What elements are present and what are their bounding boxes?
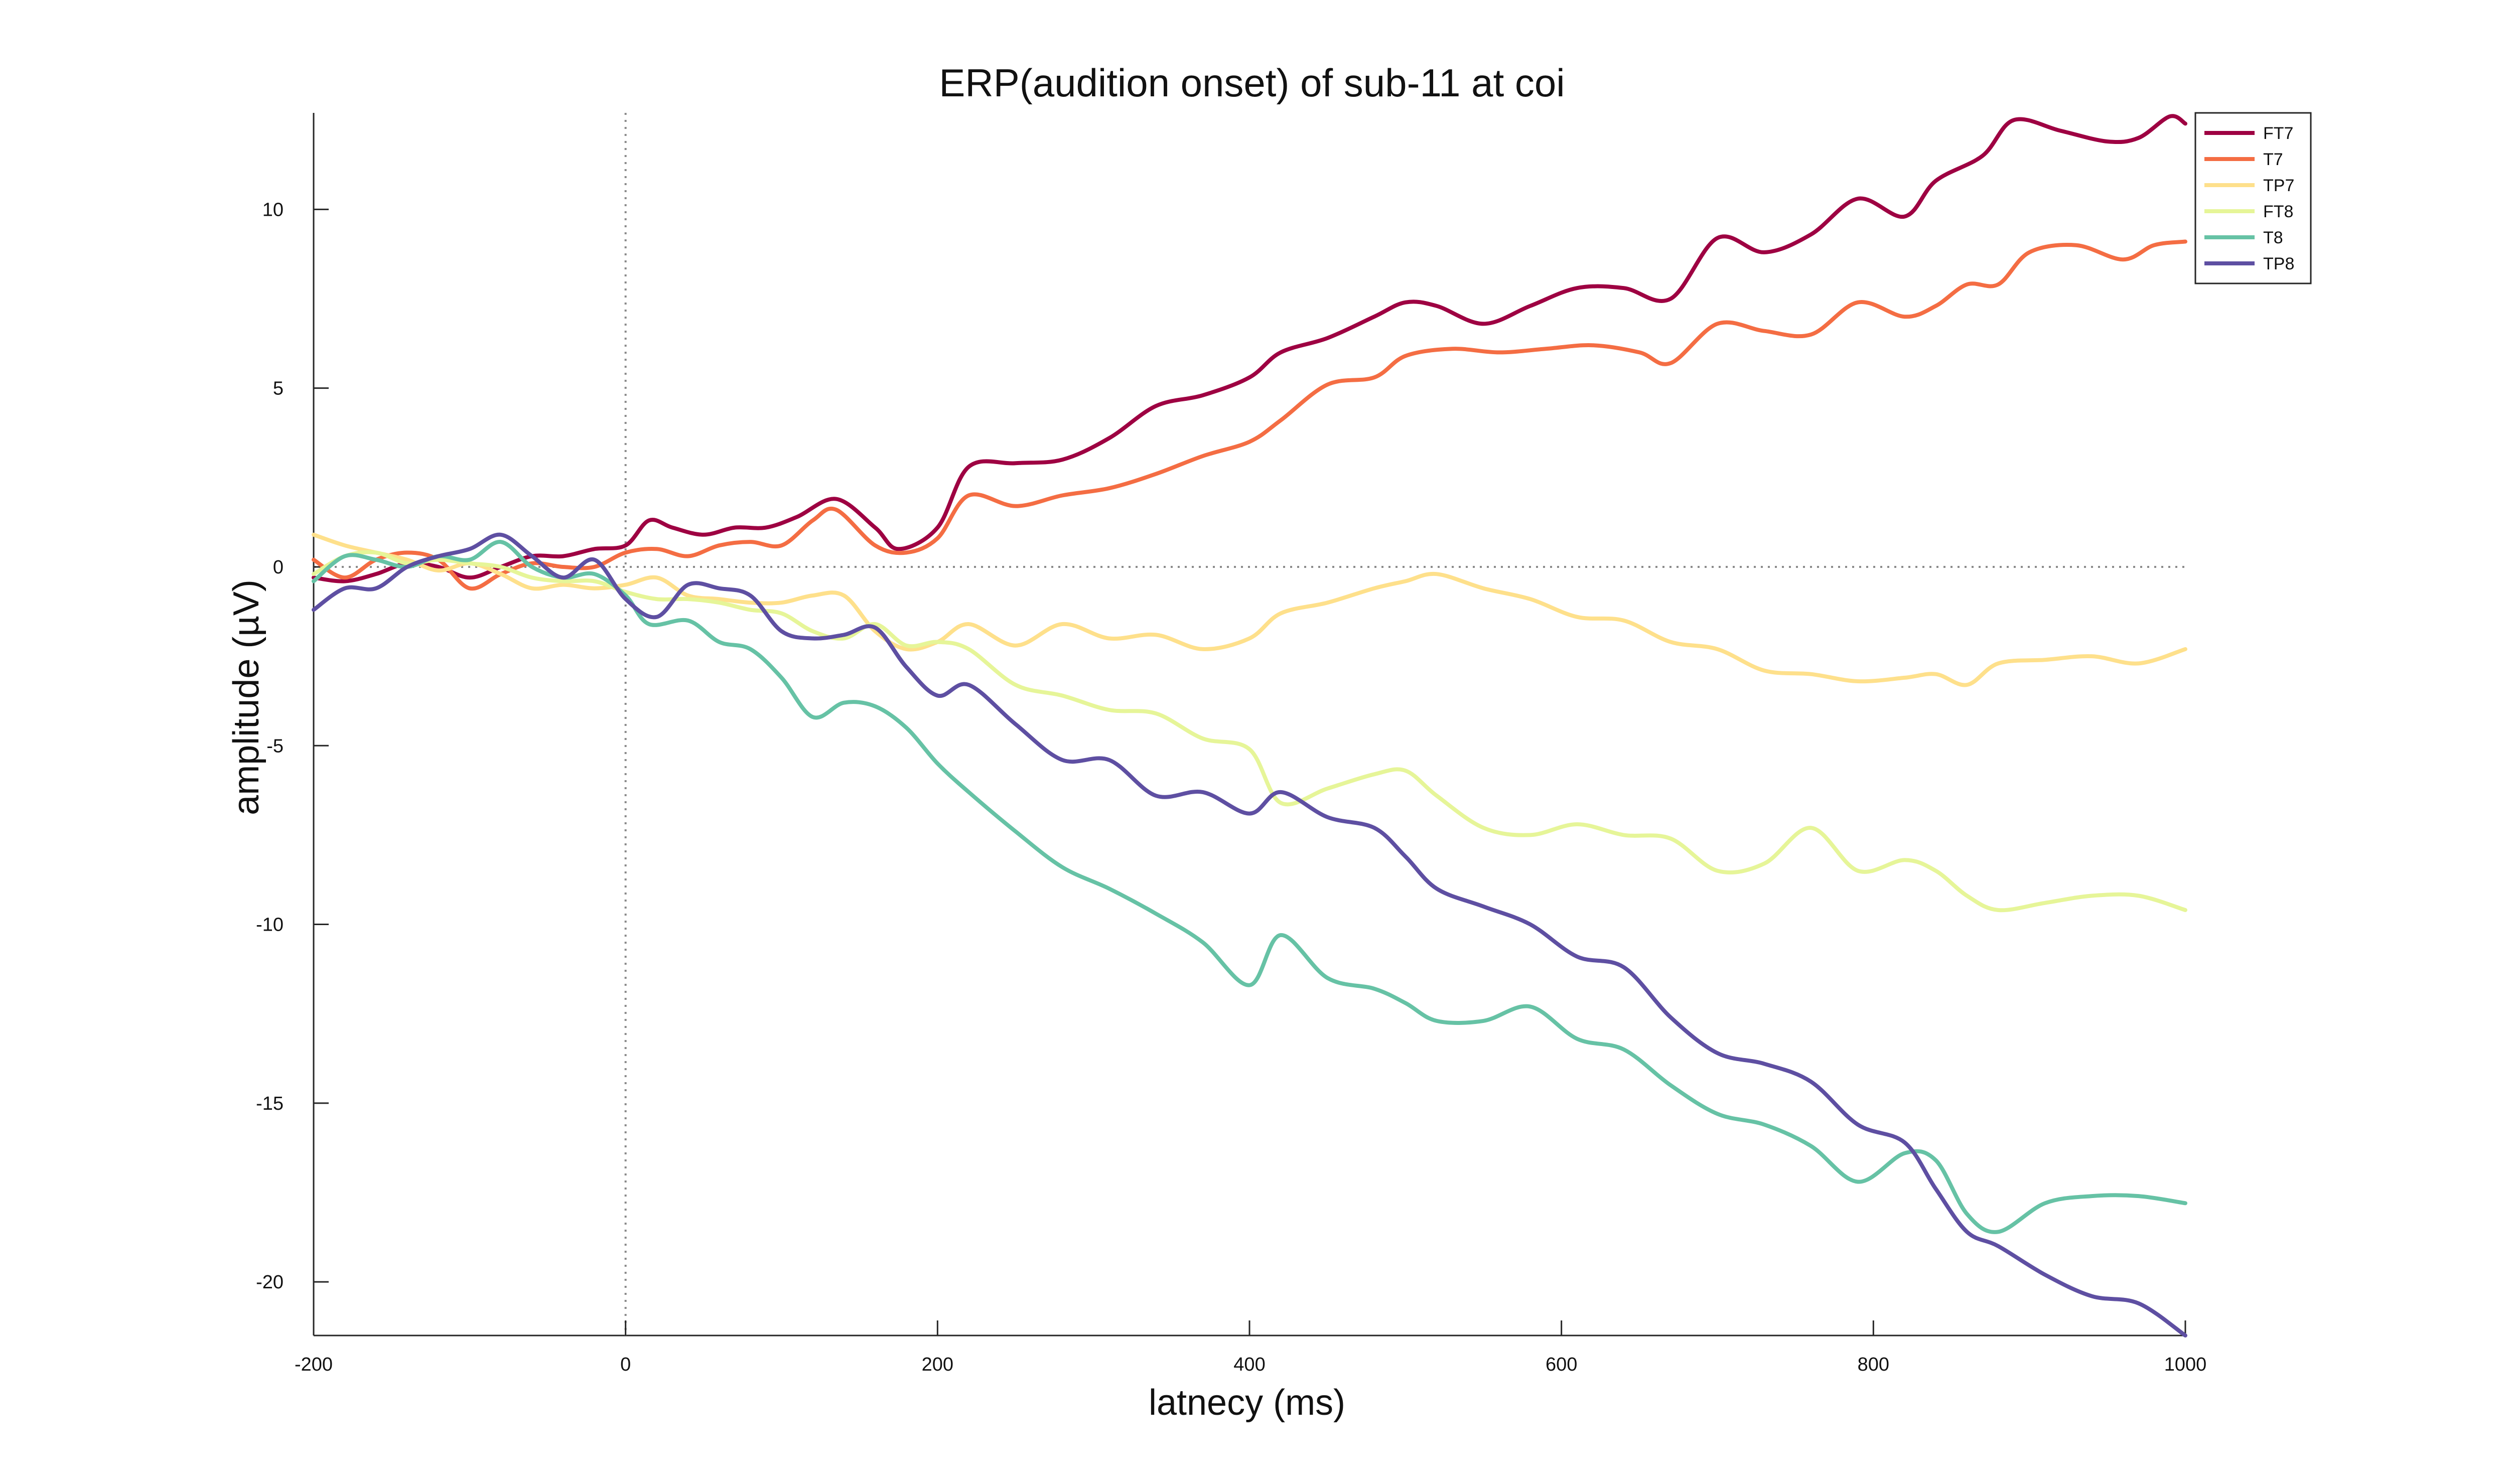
x-tick-label: 1000: [2164, 1354, 2207, 1375]
series-line-ft7: [312, 114, 2187, 583]
x-tick-label: -200: [295, 1354, 333, 1375]
series-line-t8: [312, 540, 2187, 1234]
legend: FT7 T7 TP7 FT8 T8 TP8: [2194, 112, 2312, 284]
y-tick-label: 5: [273, 378, 284, 399]
legend-label-ft7: FT7: [2263, 124, 2293, 143]
plot-area: -200 0 200 400 600 800 1000 -20 -15 -10 -5 0 5 10: [256, 113, 2206, 1375]
y-tick-label: -10: [256, 915, 284, 936]
x-tick-label: 600: [1546, 1354, 1577, 1375]
y-axis-title: amplitude (µV): [226, 579, 266, 815]
series-line-tp7: [312, 532, 2187, 687]
y-tick-label: -20: [256, 1272, 284, 1293]
legend-label-tp7: TP7: [2263, 176, 2294, 195]
series-line-tp8: [312, 532, 2187, 1338]
series-line-t7: [312, 239, 2187, 591]
y-tick-label: 10: [262, 199, 284, 220]
legend-label-tp8: TP8: [2263, 254, 2294, 273]
chart-title: ERP(audition onset) of sub-11 at coi: [939, 61, 1565, 105]
legend-label-t7: T7: [2263, 150, 2283, 169]
x-tick-label: 400: [1233, 1354, 1265, 1375]
y-tick-label: -5: [266, 735, 284, 757]
x-tick-label: 0: [620, 1354, 631, 1375]
y-tick-label: 0: [273, 557, 284, 578]
x-tick-label: 800: [1858, 1354, 1889, 1375]
legend-label-ft8: FT8: [2263, 202, 2293, 221]
legend-label-t8: T8: [2263, 228, 2283, 247]
series-line-ft8: [312, 550, 2187, 913]
y-tick-label: -15: [256, 1093, 284, 1114]
x-axis-title: latnecy (ms): [1149, 1383, 1345, 1423]
x-tick-label: 200: [922, 1354, 953, 1375]
legend-box: [2194, 112, 2312, 284]
